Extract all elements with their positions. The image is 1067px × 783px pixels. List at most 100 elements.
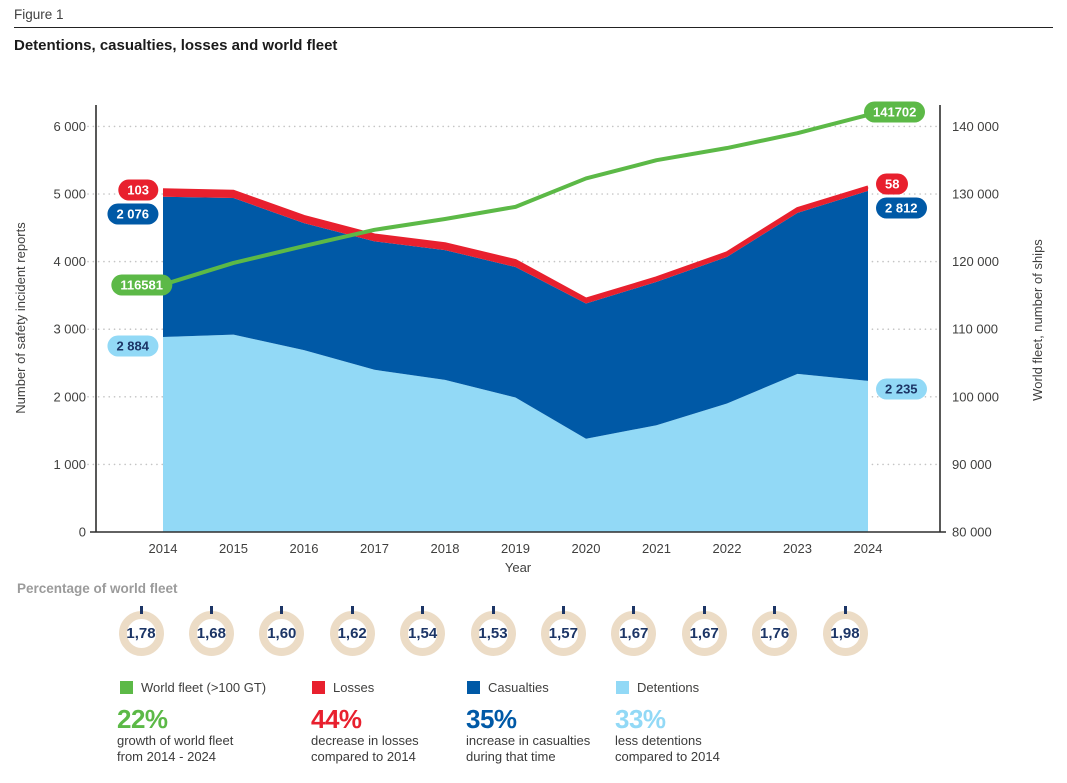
pill-detentions-2014: 2 884 <box>107 335 158 357</box>
stat-desc-line: decrease in losses <box>311 733 419 748</box>
gauge-value: 1,67 <box>689 625 719 642</box>
tick-label-left: 5 000 <box>53 187 86 202</box>
stat-block: 33% less detentions compared to 2014 <box>615 706 805 764</box>
header-rule <box>14 27 1053 28</box>
tick-label-right: 80 000 <box>952 525 992 540</box>
pill-fleet-2024: 141702 <box>864 101 926 123</box>
pill-detentions-2024: 2 235 <box>876 378 927 400</box>
stat-desc-line: compared to 2014 <box>615 748 720 764</box>
gauge-2015: 1,68 <box>188 606 234 656</box>
gauge-2017: 1,62 <box>329 606 375 656</box>
gauge-value: 1,76 <box>759 625 790 642</box>
legend-item: World fleet (>100 GT) <box>120 680 266 695</box>
legend-label: Losses <box>333 680 375 695</box>
pill-casualties-2014: 2 076 <box>107 203 158 225</box>
stat-desc-line: from 2014 - 2024 <box>117 748 217 764</box>
stat-value: 33% <box>615 704 666 734</box>
tick-label-right: 140 000 <box>952 119 999 134</box>
year-label: 2023 <box>783 541 812 556</box>
year-label: 2020 <box>572 541 601 556</box>
gauge-value: 1,98 <box>830 625 860 642</box>
gauge-value: 1,78 <box>126 625 156 642</box>
stat-desc-line: increase in casualties <box>466 733 591 748</box>
year-label: 2021 <box>642 541 671 556</box>
gauge-value: 1,68 <box>196 625 226 642</box>
gauge-section-label: Percentage of world fleet <box>17 581 178 596</box>
legend-label: Detentions <box>637 680 700 695</box>
gauge-tick <box>421 606 425 614</box>
gauge-tick <box>280 606 284 614</box>
stat-block: 22% growth of world fleet from 2014 - 2024 <box>117 706 307 764</box>
gauge-tick <box>773 606 777 614</box>
legend-swatch-icon <box>120 681 133 694</box>
year-label: 2014 <box>149 541 178 556</box>
area-detentions <box>163 334 868 532</box>
gauge-tick <box>843 606 847 614</box>
pill-losses-2024: 58 <box>876 173 909 195</box>
gauge-2020: 1,57 <box>540 606 586 656</box>
tick-label-left: 4 000 <box>53 254 86 269</box>
tick-label-left: 2 000 <box>53 389 86 404</box>
gauge-tick <box>561 606 565 614</box>
stat-desc-line: growth of world fleet <box>117 733 234 748</box>
year-label: 2019 <box>501 541 530 556</box>
gauge-tick <box>702 606 706 614</box>
stat-desc-line: compared to 2014 <box>311 748 416 764</box>
year-label: 2022 <box>713 541 742 556</box>
legend-label: Casualties <box>488 680 549 695</box>
losses-top-line <box>162 185 869 301</box>
tick-label-right: 130 000 <box>952 187 999 202</box>
gauge-value: 1,67 <box>619 625 649 642</box>
tick-label-left: 3 000 <box>53 322 86 337</box>
tick-label-right: 90 000 <box>952 457 992 472</box>
pill-casualties-2024: 2 812 <box>876 197 927 219</box>
year-label: 2016 <box>290 541 319 556</box>
gauge-2024: 1,98 <box>822 606 868 656</box>
gauge-2021: 1,67 <box>611 606 657 656</box>
stat-desc-line: during that time <box>466 748 556 764</box>
stat-value: 35% <box>466 704 517 734</box>
stat-value: 22% <box>117 704 168 734</box>
gauge-2016: 1,60 <box>259 606 305 656</box>
fleet-line <box>161 112 870 287</box>
stat-desc-line: less detentions <box>615 733 702 748</box>
x-axis-title: Year <box>505 560 532 575</box>
gauge-value: 1,60 <box>267 625 297 642</box>
legend-item: Losses <box>312 680 374 695</box>
gauge-2023: 1,76 <box>752 606 798 656</box>
year-label: 2017 <box>360 541 389 556</box>
gauge-2019: 1,53 <box>470 606 516 656</box>
incidents-fleet-chart: 0 1 000 2 000 3 000 4 000 5 000 6 000 80 000 90 … <box>13 105 1045 575</box>
stat-block: 35% increase in casualties during that tim… <box>466 706 656 764</box>
legend-label: World fleet (>100 GT) <box>141 680 267 695</box>
gauge-value: 1,53 <box>478 625 508 642</box>
y-axis-title-left: Number of safety incident reports <box>13 222 28 414</box>
tick-label-right: 120 000 <box>952 254 999 269</box>
stat-value: 44% <box>311 704 362 734</box>
tick-label-right: 100 000 <box>952 389 999 404</box>
gauge-2018: 1,54 <box>400 606 446 656</box>
legend-item: Detentions <box>616 680 699 695</box>
legend-swatch-icon <box>312 681 325 694</box>
tick-label-left: 0 <box>79 525 86 540</box>
gauge-tick <box>350 606 354 614</box>
legend-swatch-icon <box>616 681 629 694</box>
year-label: 2015 <box>219 541 248 556</box>
figure-label: Figure 1 <box>14 7 64 22</box>
legend-item: Casualties <box>467 680 549 695</box>
y-axis-title-right: World fleet, number of ships <box>1030 239 1045 401</box>
stat-block: 44% decrease in losses compared to 2014 <box>311 706 501 764</box>
gauge-tick <box>491 606 495 614</box>
legend-swatch-icon <box>467 681 480 694</box>
gauge-tick <box>209 606 213 614</box>
gauge-2022: 1,67 <box>681 606 727 656</box>
gauge-tick <box>632 606 636 614</box>
area-casualties <box>163 190 868 439</box>
figure-title: Detentions, casualties, losses and world… <box>14 37 338 54</box>
gauge-2014: 1,78 <box>118 606 164 656</box>
gauge-value: 1,57 <box>548 625 578 642</box>
gauge-value: 1,62 <box>337 625 367 642</box>
pill-fleet-2014: 116581 <box>111 274 172 296</box>
tick-label-left: 1 000 <box>53 457 86 472</box>
